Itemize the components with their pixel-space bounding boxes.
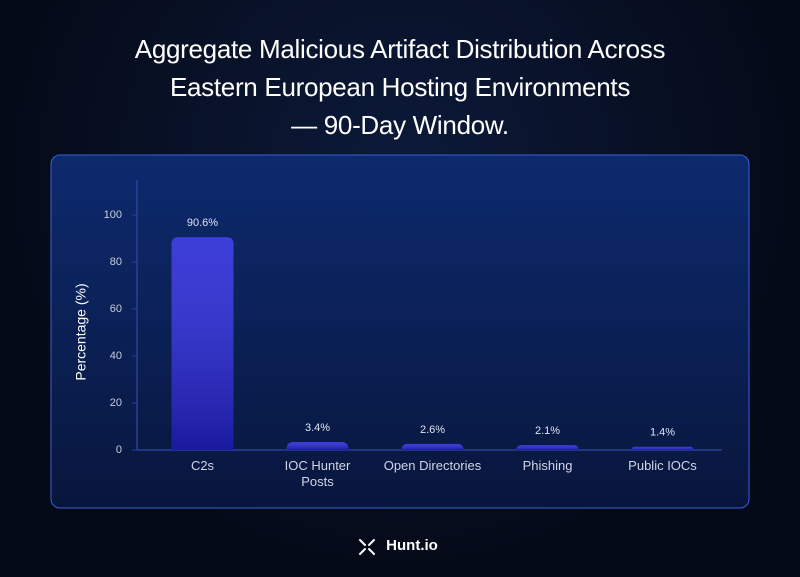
y-axis-title: Percentage (%): [73, 283, 89, 380]
y-tick-label: 0: [116, 444, 122, 456]
x-tick-label: Open Directories: [383, 458, 482, 473]
data-label: 90.6%: [187, 217, 218, 229]
y-tick-label: 20: [110, 397, 122, 409]
brand: Hunt.io: [386, 537, 438, 554]
bar-shade: [516, 445, 579, 450]
footer-brand: Hunt.io: [0, 537, 800, 554]
data-label: 3.4%: [305, 422, 330, 434]
bar-shade: [401, 443, 464, 450]
bar-shade: [286, 442, 349, 450]
x-tick-label: Public IOCs: [628, 458, 697, 473]
chart-panel: [50, 154, 750, 509]
x-tick-label: IOC Hunter Posts: [284, 458, 351, 489]
bar-shade: [171, 237, 234, 450]
y-tick-label: 100: [104, 209, 122, 221]
data-label: 1.4%: [650, 427, 675, 439]
data-label: 2.1%: [535, 425, 560, 437]
y-tick-label: 40: [110, 350, 122, 362]
chart-title: Aggregate Malicious Artifact Distributio…: [134, 34, 666, 140]
y-tick-label: 60: [110, 303, 122, 315]
y-tick-label: 80: [110, 256, 122, 268]
data-label: 2.6%: [420, 424, 445, 436]
bar-shade: [631, 446, 694, 450]
x-tick-label: C2s: [190, 458, 215, 473]
x-tick-label: Phishing: [522, 458, 573, 473]
logo-icon: [359, 539, 375, 555]
